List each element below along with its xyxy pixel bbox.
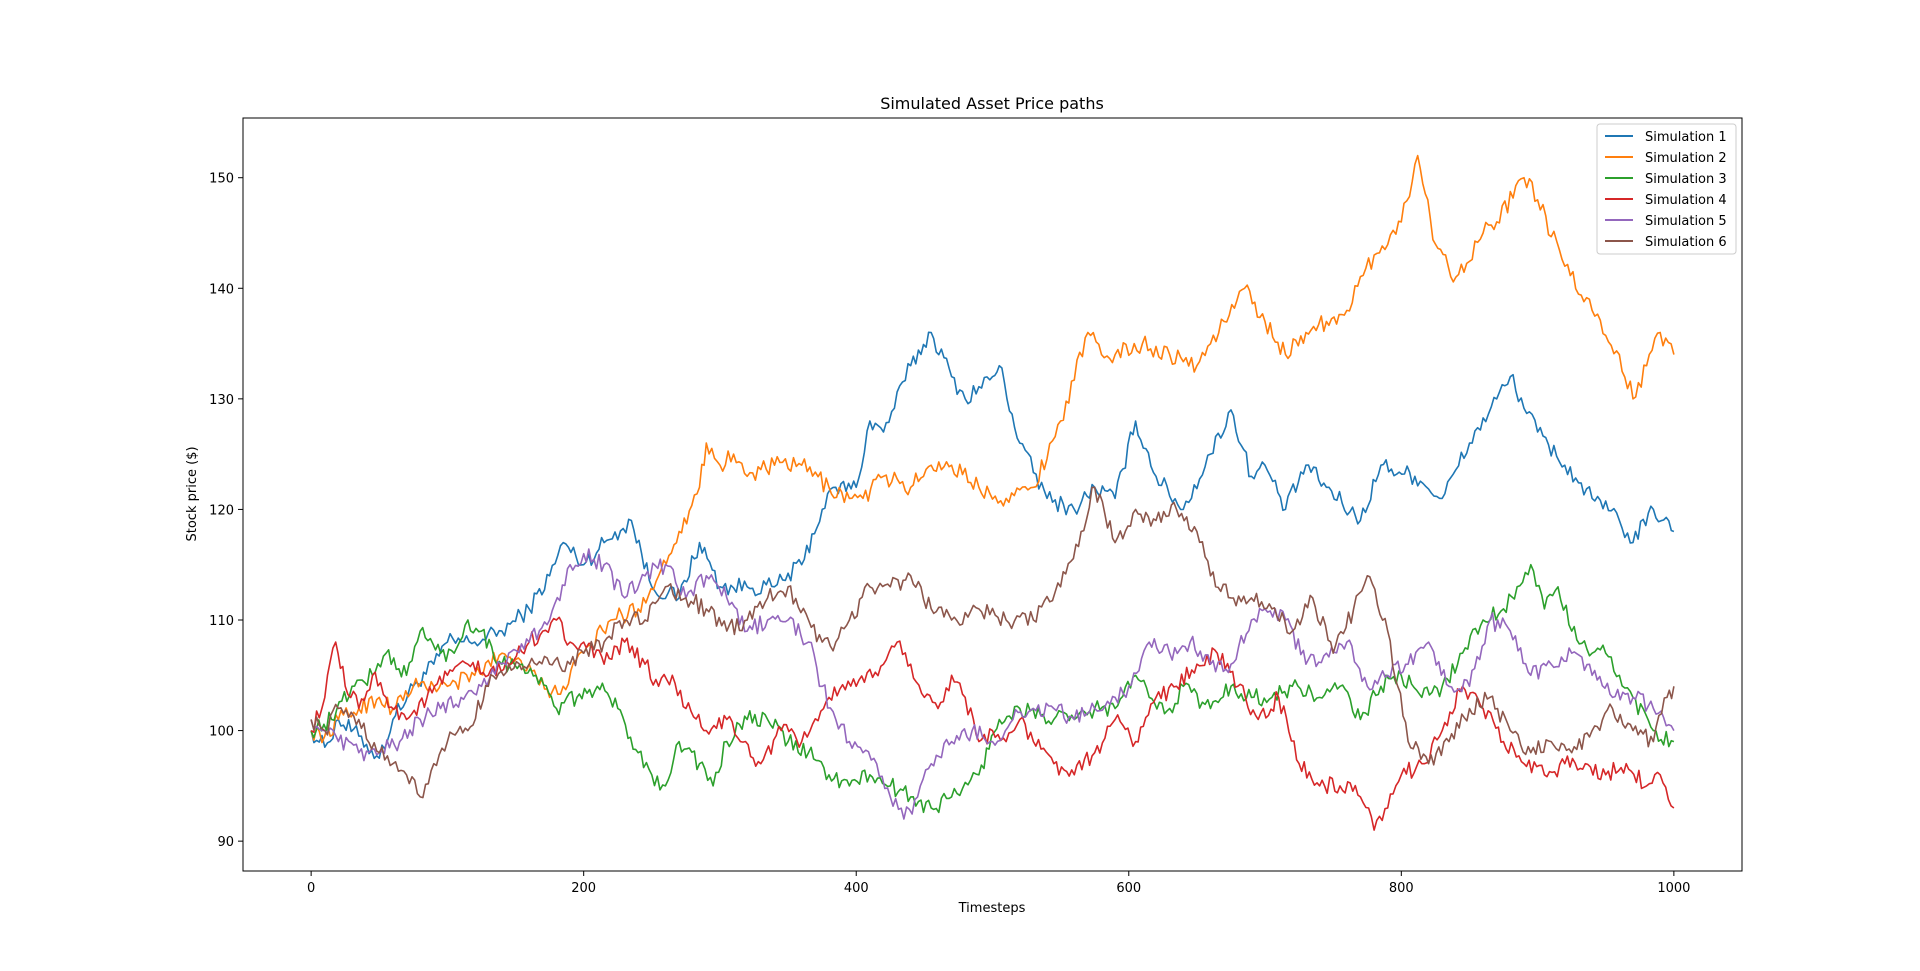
x-tick-label: 800 bbox=[1389, 881, 1414, 896]
x-axis: 0 200 400 600 800 1000 bbox=[307, 871, 1690, 896]
x-axis-label: Timesteps bbox=[958, 901, 1026, 916]
y-tick-label: 130 bbox=[209, 393, 234, 408]
plot-frame bbox=[242, 117, 1743, 872]
y-tick-label: 100 bbox=[209, 725, 234, 740]
y-tick-label: 150 bbox=[209, 172, 234, 187]
legend-label-4: Simulation 4 bbox=[1645, 193, 1727, 208]
x-tick-label: 0 bbox=[307, 881, 315, 896]
series-line-4 bbox=[310, 616, 1675, 831]
series-line-5 bbox=[310, 548, 1675, 820]
legend-label-5: Simulation 5 bbox=[1645, 214, 1727, 229]
legend-label-1: Simulation 1 bbox=[1645, 130, 1727, 145]
legend-label-2: Simulation 2 bbox=[1645, 151, 1727, 166]
x-tick-label: 400 bbox=[844, 881, 869, 896]
series-line-6 bbox=[310, 486, 1675, 799]
chart-title: Simulated Asset Price paths bbox=[880, 94, 1104, 113]
y-tick-label: 140 bbox=[209, 282, 234, 297]
y-tick-label: 120 bbox=[209, 503, 234, 518]
legend: Simulation 1 Simulation 2 Simulation 3 Simu… bbox=[1596, 123, 1737, 255]
y-tick-label: 90 bbox=[217, 835, 234, 850]
legend-label-6: Simulation 6 bbox=[1645, 235, 1727, 250]
plot-area bbox=[242, 117, 1743, 872]
legend-label-3: Simulation 3 bbox=[1645, 172, 1727, 187]
y-axis: 90 100 110 120 130 140 150 bbox=[209, 172, 243, 850]
series-line-2 bbox=[310, 154, 1675, 744]
x-tick-label: 600 bbox=[1116, 881, 1141, 896]
y-tick-label: 110 bbox=[209, 614, 234, 629]
y-axis-label: Stock price ($) bbox=[185, 446, 200, 541]
x-tick-label: 1000 bbox=[1657, 881, 1690, 896]
x-tick-label: 200 bbox=[571, 881, 596, 896]
series-line-3 bbox=[310, 563, 1675, 814]
series-line-1 bbox=[310, 331, 1675, 760]
series-layer bbox=[310, 154, 1675, 831]
